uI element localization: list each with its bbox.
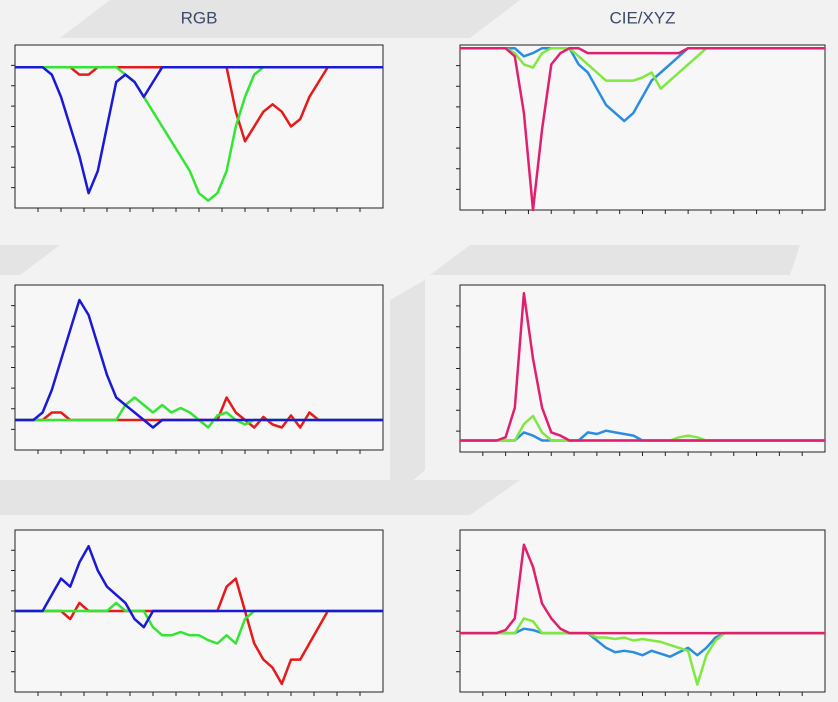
plot-area [459,44,826,211]
series-line [460,291,825,442]
series-line [460,46,825,212]
plot [11,284,384,454]
series-line [15,298,383,429]
column-title: CIE/XYZ [609,8,675,27]
series-line [15,65,383,195]
plot [456,284,826,456]
plot [11,44,384,212]
plot-area [14,284,384,451]
background-shapes [0,0,800,515]
plot-area [459,529,826,693]
column-title: RGB [181,8,218,27]
series-line [15,544,383,629]
plot [456,529,826,696]
series-line [460,543,825,635]
plot [456,44,826,214]
plot-area [459,284,826,453]
plot [11,529,384,696]
